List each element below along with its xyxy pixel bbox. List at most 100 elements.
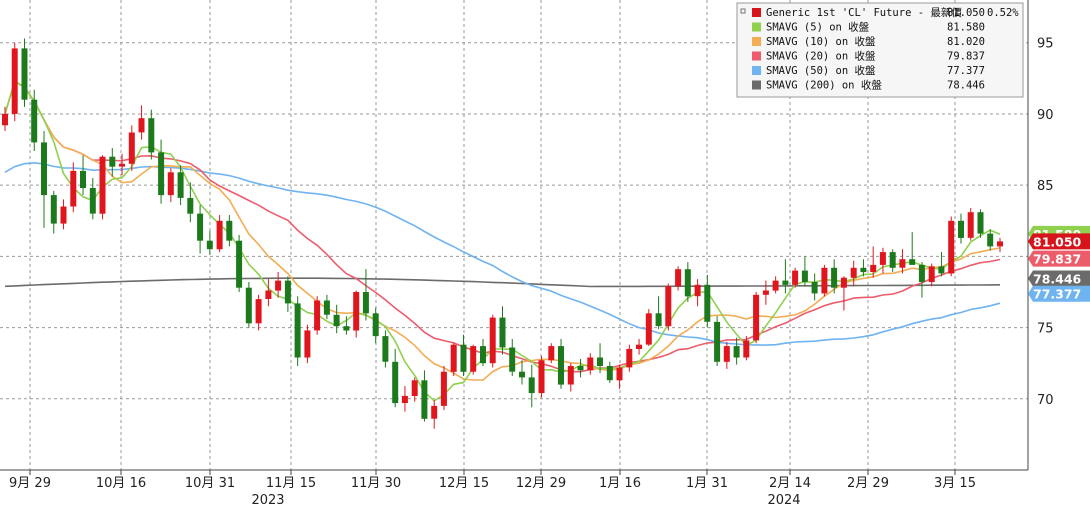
- candle-body: [226, 220, 233, 241]
- candle-body: [889, 252, 896, 268]
- y-tick-label: 75: [1037, 322, 1054, 337]
- y-tick-label: 90: [1037, 108, 1054, 123]
- candle-body: [138, 118, 145, 133]
- candle-body: [245, 287, 252, 324]
- candle-body: [626, 348, 633, 368]
- legend-entry-value: 79.837: [947, 51, 985, 63]
- candle-body: [548, 346, 555, 361]
- legend-entry-name: SMAVG (200) on 收盤: [766, 79, 882, 92]
- x-tick-label: 11月 30: [351, 476, 401, 491]
- candle-body: [206, 240, 213, 250]
- candle-body: [811, 282, 818, 294]
- value-tag-bg: [1028, 233, 1090, 250]
- legend-swatch: [752, 37, 761, 46]
- legend-swatch: [752, 51, 761, 61]
- candle-body: [284, 280, 291, 304]
- candle-body: [450, 344, 457, 372]
- candle-body: [362, 292, 369, 314]
- sma50-line: [4, 161, 1001, 346]
- candle-body: [343, 326, 350, 331]
- candle-body: [918, 264, 925, 282]
- year-label: 2024: [767, 493, 800, 506]
- y-tick-label: 95: [1037, 37, 1054, 52]
- candle-body: [762, 290, 769, 295]
- value-tag-label: 78.446: [1033, 271, 1082, 286]
- year-label: 2023: [251, 493, 284, 506]
- candle-body: [148, 118, 155, 153]
- candle-body: [899, 259, 906, 268]
- candle-body: [645, 313, 652, 345]
- candle-body: [938, 266, 945, 274]
- candle-body: [294, 303, 301, 358]
- candle-body: [665, 286, 672, 327]
- value-tag-label: 81.050: [1033, 234, 1082, 249]
- y-tick-label: 70: [1037, 393, 1054, 408]
- candle-body: [587, 357, 594, 371]
- x-tick-label: 10月 16: [96, 476, 146, 491]
- candle-body: [177, 172, 184, 198]
- candle-body: [675, 269, 682, 287]
- candle-body: [714, 321, 721, 362]
- legend-swatch: [752, 22, 761, 32]
- legend-entry-name: SMAVG (10) on 收盤: [766, 35, 876, 48]
- legend-entry-name: SMAVG (5) on 收盤: [766, 21, 870, 34]
- candle-body: [977, 212, 984, 234]
- candle-body: [879, 252, 886, 265]
- x-tick-label: 1月 31: [686, 476, 728, 491]
- candle-body: [792, 270, 799, 285]
- x-tick-label: 10月 31: [185, 476, 235, 491]
- candle-body: [353, 292, 360, 331]
- x-tick-label: 2月 29: [847, 476, 889, 491]
- candlestick-layer: [2, 38, 1003, 429]
- legend-entry-value: 81.050: [947, 7, 985, 19]
- candle-body: [997, 241, 1003, 247]
- candle-body: [850, 267, 857, 278]
- candle-body: [480, 346, 486, 364]
- candle-body: [655, 313, 662, 327]
- candle-body: [528, 377, 535, 394]
- candle-body: [440, 371, 447, 406]
- candle-body: [372, 313, 379, 337]
- candle-body: [109, 156, 116, 167]
- legend-entry-value: 81.580: [947, 22, 985, 34]
- legend-swatch: [752, 80, 761, 90]
- legend-entry-name: Generic 1st 'CL' Future - 最新價: [766, 6, 962, 19]
- x-tick-label: 12月 15: [439, 476, 489, 491]
- legend-entry-name: SMAVG (50) on 收盤: [766, 64, 876, 77]
- x-tick-label: 12月 29: [516, 476, 566, 491]
- legend-entry-value: 77.377: [947, 65, 985, 77]
- value-tag: 78.446: [1028, 270, 1090, 287]
- value-tag-bg: [1028, 270, 1090, 287]
- y-tick-label: 85: [1037, 179, 1054, 194]
- x-tick-label: 9月 29: [9, 476, 51, 491]
- legend-handle-icon: [740, 8, 746, 14]
- value-tag: 79.837: [1028, 250, 1090, 267]
- candle-body: [743, 340, 750, 358]
- candle-body: [431, 405, 438, 419]
- candle-body: [694, 284, 701, 297]
- x-tick-label: 1月 16: [599, 476, 641, 491]
- candle-body: [928, 266, 935, 282]
- candle-body: [11, 48, 18, 114]
- candle-body: [860, 267, 867, 273]
- candle-body: [831, 267, 838, 288]
- candle-body: [392, 361, 399, 404]
- candle-body: [119, 163, 125, 167]
- candle-body: [314, 300, 321, 331]
- candle-body: [255, 299, 262, 324]
- legend-entry-value: 78.446: [947, 80, 985, 92]
- candle-body: [2, 113, 8, 126]
- x-tick-label: 11月 15: [266, 476, 316, 491]
- value-tag-bg: [1028, 250, 1090, 267]
- candle-body: [753, 294, 760, 341]
- candle-body: [723, 346, 730, 362]
- candle-body: [987, 233, 994, 247]
- candle-body: [684, 269, 691, 297]
- candle-body: [99, 156, 106, 214]
- candle-body: [958, 220, 964, 238]
- candle-body: [782, 280, 789, 285]
- candle-body: [470, 346, 477, 372]
- candle-body: [538, 360, 545, 394]
